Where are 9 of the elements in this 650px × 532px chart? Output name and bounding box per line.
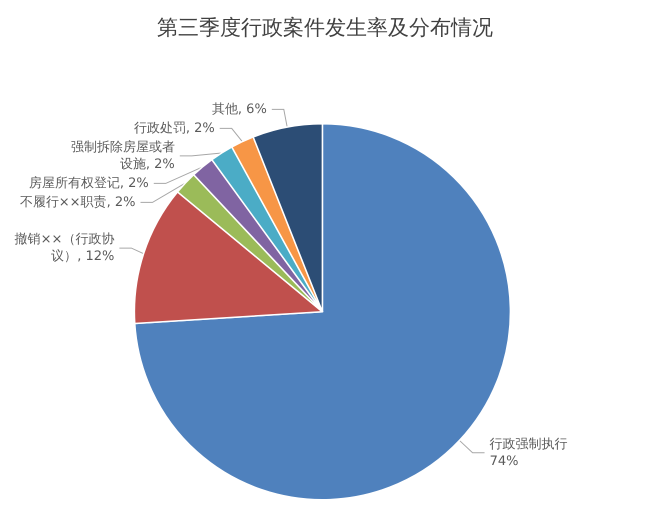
slice-label: 不履行××职责, 2% bbox=[20, 194, 136, 210]
slice-label: 撤销××（行政协议）, 12% bbox=[14, 232, 114, 264]
slice-label: 行政强制执行 bbox=[490, 436, 568, 452]
chart-title: 第三季度行政案件发生率及分布情况 bbox=[157, 16, 493, 40]
data-label: 74% bbox=[490, 454, 518, 469]
slice-label: 其他, 6% bbox=[212, 102, 267, 117]
slice-label: 强制拆除房屋或者设施, 2% bbox=[70, 138, 175, 172]
slice-label: 房屋所有权登记, 2% bbox=[28, 174, 149, 191]
slice-label: 行政处罚, 2% bbox=[134, 120, 215, 136]
